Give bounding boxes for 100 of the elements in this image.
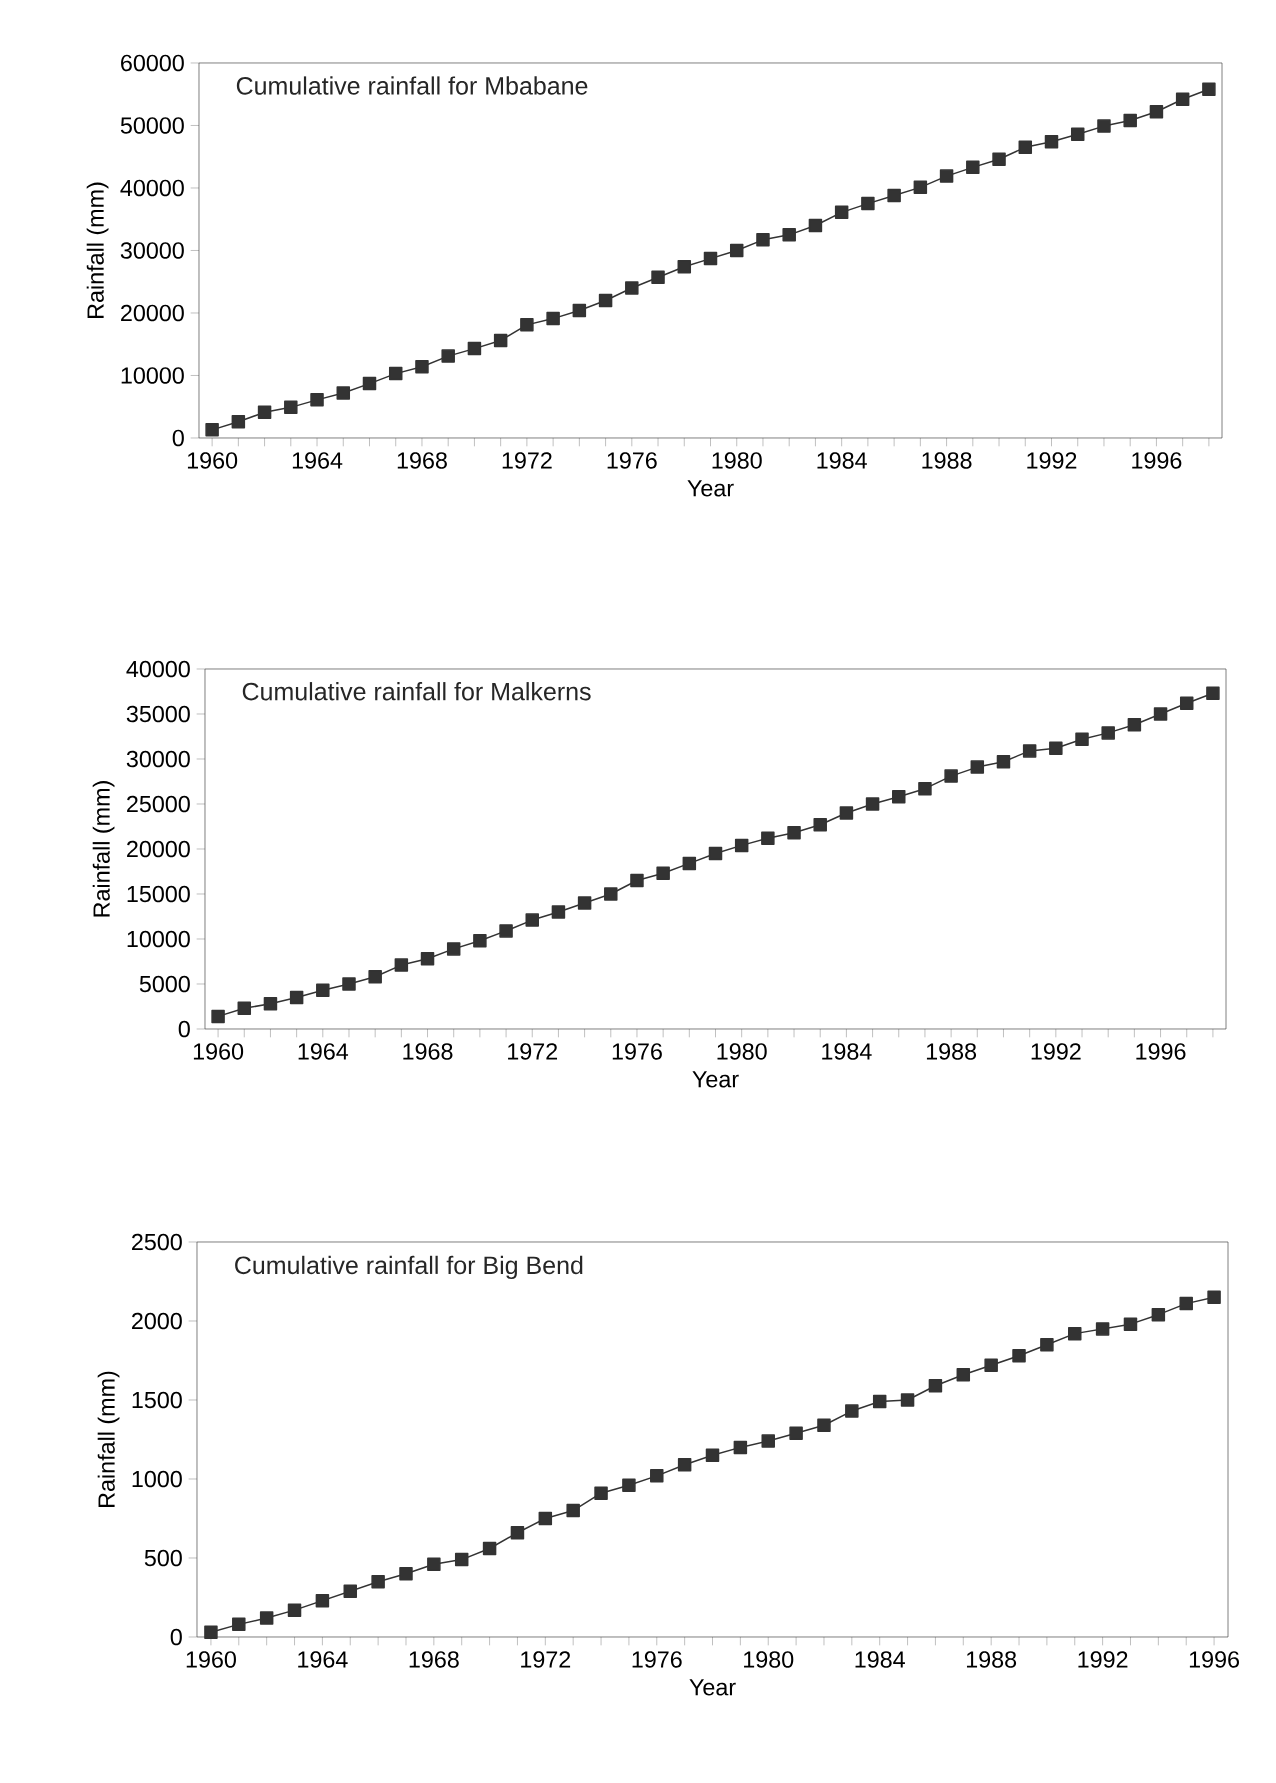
y-tick-label: 0 bbox=[178, 1020, 190, 1038]
point bbox=[733, 1440, 748, 1455]
y-tick-label: 10000 bbox=[127, 930, 190, 948]
x-axis-title: Year bbox=[689, 1679, 736, 1696]
point bbox=[1044, 134, 1059, 149]
x-axis-title: Year bbox=[687, 480, 734, 497]
chart-title: Cumulative rainfall for Malkerns bbox=[242, 682, 591, 701]
x-tick-label: 1972 bbox=[521, 1651, 571, 1668]
point bbox=[315, 1593, 330, 1608]
point bbox=[263, 997, 278, 1011]
y-axis-title: Rainfall (mm) bbox=[92, 781, 115, 917]
point bbox=[362, 376, 377, 391]
point bbox=[231, 414, 246, 429]
point bbox=[761, 831, 775, 845]
x-tick-label: 1988 bbox=[926, 1043, 977, 1060]
point bbox=[473, 934, 487, 948]
point bbox=[399, 1567, 413, 1581]
point bbox=[1040, 1337, 1054, 1352]
x-tick-label: 1960 bbox=[187, 452, 238, 469]
x-tick-label: 1964 bbox=[298, 1651, 348, 1668]
point bbox=[510, 1525, 525, 1540]
point bbox=[984, 1358, 998, 1372]
x-tick-label: 1992 bbox=[1027, 452, 1077, 469]
point bbox=[918, 781, 932, 796]
point bbox=[604, 887, 618, 901]
point bbox=[289, 990, 304, 1005]
x-tick-label: 1984 bbox=[817, 452, 867, 469]
x-tick-label: 1984 bbox=[822, 1043, 872, 1060]
x-tick-label: 1960 bbox=[186, 1651, 236, 1668]
point bbox=[1123, 113, 1137, 128]
point bbox=[394, 958, 409, 972]
point bbox=[342, 977, 356, 991]
point bbox=[566, 1503, 580, 1518]
y-tick-label: 0 bbox=[172, 429, 184, 447]
point bbox=[1075, 732, 1089, 746]
x-tick-label: 1976 bbox=[607, 452, 657, 469]
y-tick-label: 5000 bbox=[139, 975, 190, 993]
point bbox=[650, 1469, 664, 1483]
point bbox=[1207, 1290, 1221, 1305]
point bbox=[205, 423, 219, 437]
x-tick-label: 1980 bbox=[717, 1043, 767, 1060]
point bbox=[546, 311, 560, 326]
x-tick-label: 1996 bbox=[1136, 1043, 1186, 1060]
point bbox=[708, 846, 723, 861]
point bbox=[1012, 1349, 1026, 1363]
point bbox=[1095, 1322, 1110, 1336]
point bbox=[454, 1552, 469, 1567]
point bbox=[343, 1584, 358, 1598]
point bbox=[729, 243, 744, 258]
point bbox=[1151, 1307, 1166, 1322]
point bbox=[572, 303, 587, 318]
x-tick-label: 1996 bbox=[1132, 452, 1182, 469]
point bbox=[259, 1611, 274, 1625]
y-tick-label: 60000 bbox=[121, 54, 184, 72]
point bbox=[966, 160, 980, 175]
point bbox=[1097, 119, 1111, 133]
y-tick-label: 0 bbox=[170, 1628, 182, 1646]
y-tick-label: 2500 bbox=[132, 1233, 182, 1251]
point bbox=[789, 1426, 803, 1440]
x-tick-label: 1992 bbox=[1031, 1043, 1081, 1060]
point bbox=[630, 873, 644, 888]
point bbox=[1127, 718, 1142, 732]
point bbox=[1149, 104, 1164, 119]
y-tick-label: 1500 bbox=[132, 1391, 182, 1409]
point bbox=[499, 924, 513, 938]
point bbox=[787, 826, 801, 840]
point bbox=[594, 1486, 608, 1500]
point bbox=[520, 318, 534, 332]
point bbox=[525, 913, 539, 927]
y-tick-label: 50000 bbox=[120, 117, 184, 134]
point bbox=[257, 405, 272, 420]
point bbox=[1123, 1317, 1138, 1331]
x-tick-label: 1976 bbox=[632, 1651, 682, 1668]
point bbox=[232, 1617, 246, 1632]
point bbox=[211, 1009, 225, 1024]
point bbox=[944, 769, 958, 783]
point bbox=[756, 233, 770, 247]
point bbox=[892, 790, 906, 804]
point bbox=[336, 386, 351, 400]
point bbox=[656, 866, 670, 881]
point bbox=[237, 1001, 252, 1016]
point bbox=[705, 1448, 720, 1463]
point bbox=[996, 754, 1011, 769]
chart-title: Cumulative rainfall for Mbabane bbox=[236, 76, 588, 95]
point bbox=[682, 856, 697, 871]
point bbox=[900, 1393, 915, 1407]
point bbox=[622, 1478, 636, 1493]
point bbox=[1179, 1296, 1193, 1311]
x-tick-label: 1980 bbox=[712, 452, 762, 469]
point bbox=[598, 293, 613, 308]
y-tick-label: 25000 bbox=[127, 795, 190, 813]
point bbox=[1179, 696, 1194, 710]
point bbox=[834, 205, 849, 220]
point bbox=[1068, 1326, 1082, 1341]
point bbox=[284, 400, 298, 415]
x-tick-label: 1968 bbox=[397, 452, 447, 469]
point bbox=[992, 152, 1006, 166]
x-tick-label: 1964 bbox=[292, 452, 343, 469]
point bbox=[845, 1404, 859, 1418]
point bbox=[577, 896, 592, 910]
